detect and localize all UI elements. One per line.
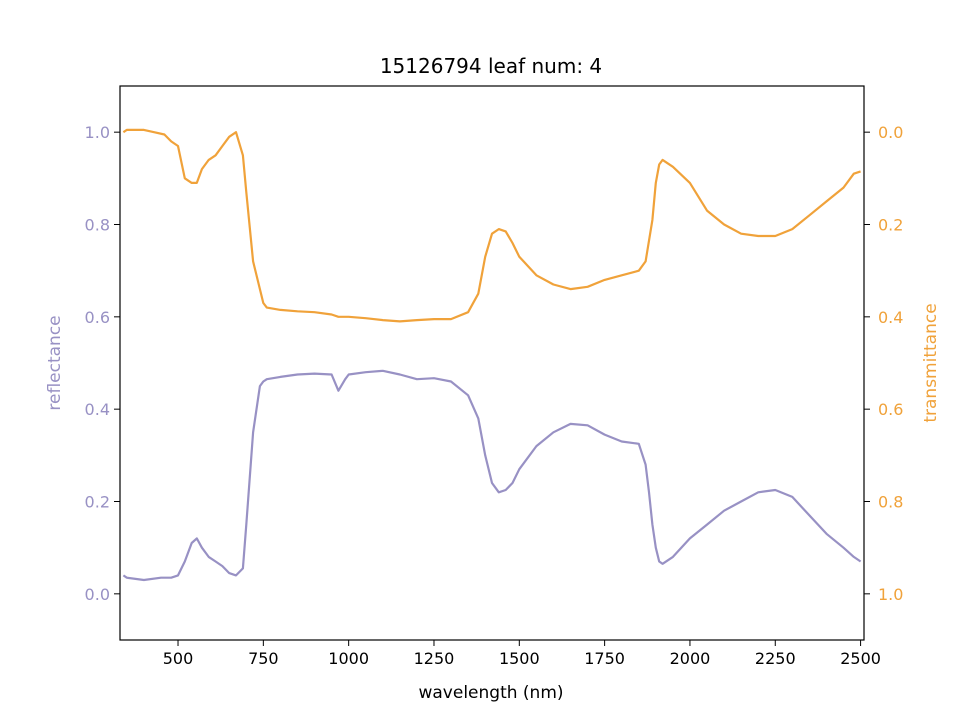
x-tick-label: 2250 bbox=[755, 649, 796, 668]
chart-title: 15126794 leaf num: 4 bbox=[380, 54, 602, 78]
right-y-tick-label: 0.0 bbox=[878, 123, 903, 142]
left-y-tick-label: 1.0 bbox=[85, 123, 110, 142]
x-tick-label: 1000 bbox=[328, 649, 369, 668]
x-tick-label: 750 bbox=[248, 649, 279, 668]
right-y-tick-label: 0.2 bbox=[878, 216, 903, 235]
x-tick-label: 1750 bbox=[584, 649, 625, 668]
transmittance-series-line bbox=[122, 128, 861, 323]
left-y-tick-label: 0.2 bbox=[85, 493, 110, 512]
left-y-axis-label: reflectance bbox=[45, 315, 65, 410]
right-y-tick-label: 0.6 bbox=[878, 400, 903, 419]
right-y-tick-label: 0.8 bbox=[878, 493, 903, 512]
x-tick-label: 500 bbox=[163, 649, 194, 668]
left-y-tick-label: 0.0 bbox=[85, 585, 110, 604]
plot-area bbox=[122, 128, 862, 582]
ticks-layer: 500 750 1000 1250 1500 1750 2000 2250 2500 0.0 0.2… bbox=[85, 123, 904, 668]
right-y-axis-label: transmittance bbox=[921, 303, 941, 422]
x-tick-label: 1250 bbox=[414, 649, 455, 668]
right-y-tick-label: 1.0 bbox=[878, 585, 903, 604]
axes-frame bbox=[119, 85, 865, 641]
x-axis-label: wavelength (nm) bbox=[418, 683, 563, 703]
left-y-tick-label: 0.6 bbox=[85, 308, 110, 327]
left-y-tick-label: 0.4 bbox=[85, 400, 110, 419]
x-tick-label: 1500 bbox=[499, 649, 540, 668]
right-y-tick-label: 0.4 bbox=[878, 308, 903, 327]
x-tick-label: 2000 bbox=[670, 649, 711, 668]
x-tick-label: 2500 bbox=[840, 649, 881, 668]
reflectance-series-line bbox=[122, 369, 862, 582]
left-y-tick-label: 0.8 bbox=[85, 216, 110, 235]
